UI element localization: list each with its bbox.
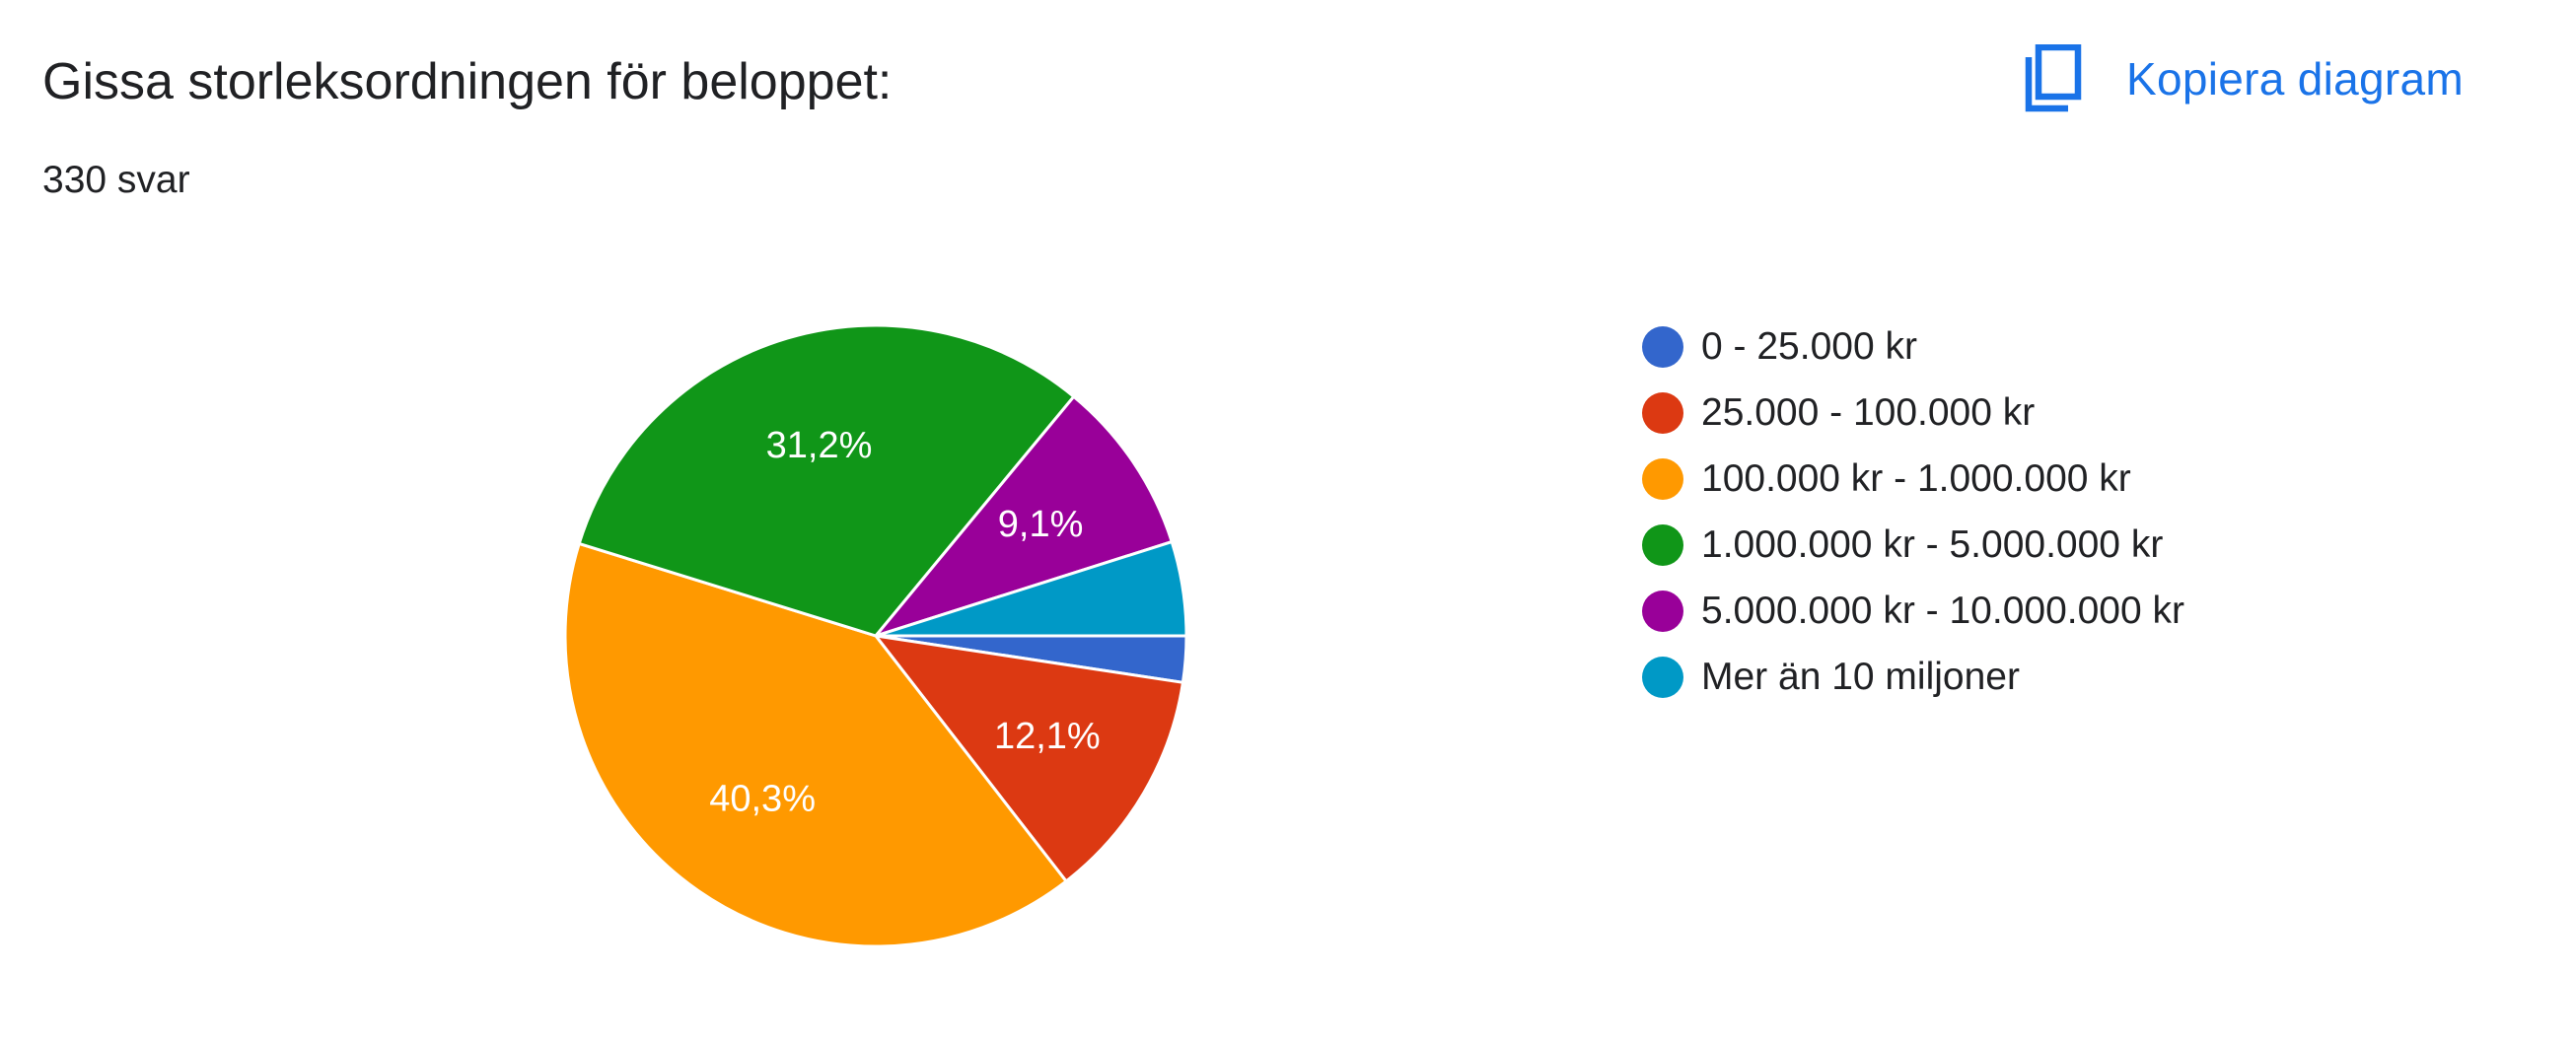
legend-item[interactable]: 25.000 - 100.000 kr bbox=[1642, 380, 2184, 446]
copy-chart-button[interactable]: Kopiera diagram bbox=[2022, 35, 2464, 122]
pie-slice-label-2: 12,1% bbox=[994, 716, 1101, 757]
legend-label: 100.000 kr - 1.000.000 kr bbox=[1701, 456, 2131, 500]
pie-slice-3[interactable] bbox=[563, 541, 1068, 948]
legend-item[interactable]: 5.000.000 kr - 10.000.000 kr bbox=[1642, 578, 2184, 644]
legend-item[interactable]: Mer än 10 miljoner bbox=[1642, 644, 2184, 710]
legend-swatch bbox=[1642, 325, 1683, 368]
legend-item[interactable]: 0 - 25.000 kr bbox=[1642, 313, 2184, 380]
legend-swatch bbox=[1642, 656, 1683, 698]
legend-swatch bbox=[1642, 391, 1683, 434]
pie-slice-label-4: 31,2% bbox=[766, 425, 873, 466]
legend-swatch bbox=[1642, 457, 1683, 500]
copy-chart-label: Kopiera diagram bbox=[2126, 53, 2465, 104]
legend-label: 25.000 - 100.000 kr bbox=[1701, 390, 2036, 434]
chart-legend: 0 - 25.000 kr 25.000 - 100.000 kr 100.000 … bbox=[1642, 313, 2184, 710]
copy-icon bbox=[2022, 44, 2083, 113]
legend-item[interactable]: 100.000 kr - 1.000.000 kr bbox=[1642, 446, 2184, 512]
pie-slice-4[interactable] bbox=[577, 323, 1076, 638]
legend-label: 0 - 25.000 kr bbox=[1701, 324, 1917, 368]
legend-label: Mer än 10 miljoner bbox=[1701, 655, 2020, 698]
pie-slice-6[interactable] bbox=[874, 540, 1188, 638]
pie-slice-2[interactable] bbox=[874, 634, 1184, 883]
response-count: 330 svar bbox=[42, 159, 190, 201]
legend-label: 1.000.000 kr - 5.000.000 kr bbox=[1701, 522, 2164, 566]
legend-swatch bbox=[1642, 523, 1683, 566]
legend-label: 5.000.000 kr - 10.000.000 kr bbox=[1701, 589, 2184, 632]
legend-swatch bbox=[1642, 590, 1683, 632]
pie-slice-5[interactable] bbox=[874, 394, 1174, 638]
pie-slice-label-5: 9,1% bbox=[998, 504, 1084, 545]
pie-slice-label-3: 40,3% bbox=[709, 779, 816, 820]
legend-item[interactable]: 1.000.000 kr - 5.000.000 kr bbox=[1642, 512, 2184, 578]
page-title: Gissa storleksordningen för beloppet: bbox=[42, 53, 893, 110]
